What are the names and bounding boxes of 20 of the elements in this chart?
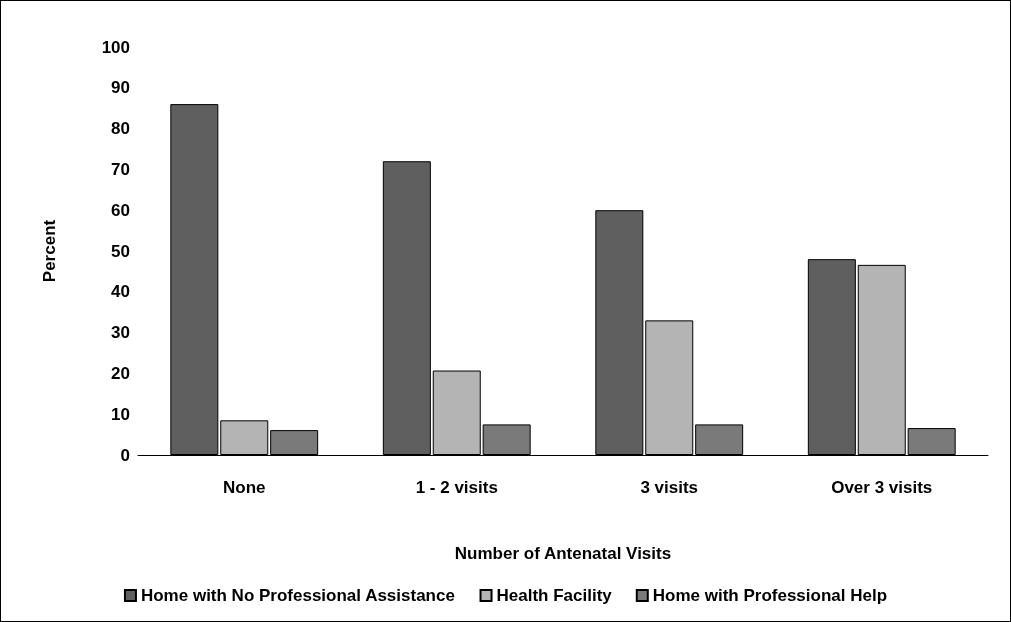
y-tick-label: 100 [101,37,130,57]
legend-label: Home with Professional Help [652,586,888,605]
y-tick-label: 80 [111,119,130,139]
y-tick-label: 40 [111,282,130,302]
y-tick-label: 90 [111,78,130,98]
y-tick-label: 10 [111,404,130,424]
y-axis-title: Percent [40,219,59,283]
legend-label: Health Facility [496,586,613,605]
y-tick-label: 20 [111,363,130,383]
x-tick-label: 3 visits [640,478,699,497]
legend-label: Home with No Professional Assistance [140,586,455,605]
x-tick-label: None [223,478,266,497]
y-tick-label: 0 [120,445,130,465]
y-tick-label: 50 [111,241,130,261]
y-tick-label: 70 [111,159,130,179]
y-tick-label: 60 [111,200,130,220]
y-tick-label: 30 [111,323,130,343]
x-axis-title: Number of Antenatal Visits [454,544,672,563]
x-tick-label: 1 - 2 visits [415,478,498,497]
x-tick-label: Over 3 visits [831,478,933,497]
